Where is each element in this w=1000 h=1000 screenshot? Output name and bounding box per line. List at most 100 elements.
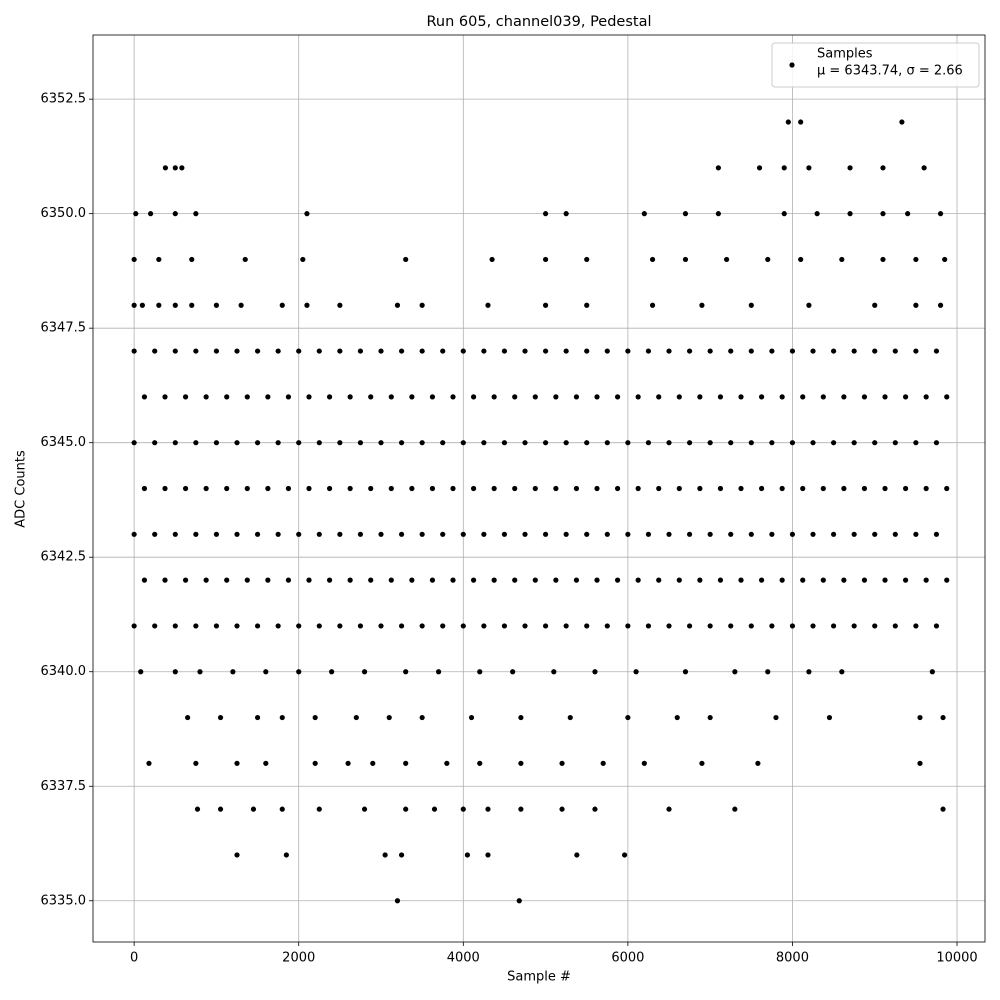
data-point: [732, 806, 738, 812]
data-point: [715, 165, 721, 171]
data-point: [800, 577, 806, 583]
data-point: [275, 531, 281, 537]
data-point: [522, 623, 528, 629]
data-point: [594, 577, 600, 583]
data-point: [758, 577, 765, 583]
data-point: [450, 485, 456, 492]
data-point: [357, 531, 364, 537]
data-point: [635, 394, 641, 400]
data-point: [841, 577, 847, 583]
data-point: [913, 302, 919, 308]
x-tick-label: 4000: [447, 951, 480, 966]
data-point: [584, 623, 590, 629]
data-point: [378, 623, 384, 629]
data-point: [758, 485, 765, 492]
data-point: [481, 440, 487, 446]
data-point: [872, 623, 878, 629]
data-point: [265, 394, 271, 400]
data-point: [254, 623, 261, 629]
data-point: [224, 394, 230, 400]
data-point: [592, 669, 598, 675]
data-point: [872, 348, 878, 354]
data-point: [172, 669, 178, 675]
x-tick-label: 6000: [611, 951, 644, 966]
data-point: [814, 211, 820, 217]
data-point: [244, 485, 250, 492]
data-point: [162, 485, 168, 492]
data-point: [748, 348, 754, 354]
data-point: [728, 623, 734, 629]
data-point: [182, 577, 189, 583]
data-point: [830, 440, 837, 446]
data-point: [172, 623, 178, 629]
data-point: [429, 394, 436, 400]
data-point: [769, 623, 775, 629]
data-point: [913, 256, 919, 263]
data-point: [162, 165, 169, 171]
data-point: [296, 623, 302, 629]
data-point: [851, 348, 857, 354]
data-point: [542, 256, 549, 263]
data-point: [798, 256, 804, 263]
data-point: [682, 211, 689, 217]
data-point: [254, 714, 261, 721]
data-point: [285, 485, 292, 492]
data-point: [394, 898, 401, 904]
data-point: [213, 302, 220, 308]
data-point: [532, 577, 538, 583]
y-axis-label: ADC Counts: [14, 450, 29, 528]
data-point: [189, 302, 195, 308]
data-point: [345, 760, 351, 766]
data-point: [275, 623, 281, 629]
legend-marker: [789, 62, 795, 68]
data-point: [765, 256, 771, 263]
data-point: [347, 485, 353, 492]
data-point: [810, 440, 816, 446]
data-point: [933, 531, 940, 537]
data-point: [779, 394, 785, 400]
data-point: [275, 440, 281, 446]
data-point: [944, 577, 950, 583]
data-point: [686, 623, 693, 629]
data-point: [234, 531, 240, 537]
data-point: [312, 760, 318, 766]
data-point: [316, 348, 322, 354]
data-point: [152, 531, 158, 537]
data-point: [234, 440, 240, 446]
data-point: [275, 348, 281, 354]
legend-box: [771, 42, 980, 88]
data-point: [234, 852, 240, 858]
y-tick-label: 6347.5: [41, 321, 87, 336]
data-point: [789, 623, 796, 629]
data-point: [724, 256, 730, 263]
data-point: [614, 577, 621, 583]
data-point: [172, 165, 178, 171]
data-point: [800, 394, 806, 400]
data-point: [923, 485, 929, 492]
data-point: [902, 577, 909, 583]
data-point: [892, 531, 898, 537]
data-point: [522, 531, 528, 537]
data-point: [326, 577, 333, 583]
data-point: [830, 623, 837, 629]
data-point: [368, 577, 374, 583]
data-point: [460, 806, 466, 812]
data-point: [193, 623, 199, 629]
data-point: [666, 806, 672, 812]
data-point: [329, 669, 335, 675]
y-tick-label: 6340.0: [41, 664, 87, 679]
y-tick-label: 6342.5: [41, 550, 87, 565]
data-point: [656, 577, 662, 583]
data-point: [697, 577, 703, 583]
data-point: [748, 623, 754, 629]
data-point: [830, 348, 837, 354]
data-point: [501, 531, 508, 537]
data-point: [138, 669, 144, 675]
data-point: [429, 485, 436, 492]
data-point: [429, 577, 436, 583]
data-point: [806, 302, 812, 308]
data-point: [512, 577, 518, 583]
data-point: [892, 440, 898, 446]
data-point: [594, 394, 600, 400]
